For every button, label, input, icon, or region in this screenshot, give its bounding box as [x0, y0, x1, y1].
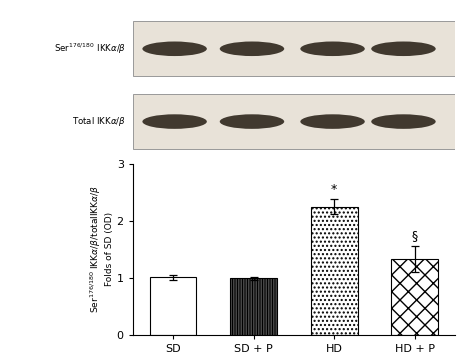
Ellipse shape: [301, 114, 365, 129]
Ellipse shape: [301, 41, 365, 56]
Ellipse shape: [142, 41, 207, 56]
Text: *: *: [331, 183, 337, 196]
Ellipse shape: [371, 41, 436, 56]
Bar: [133, 94, 455, 149]
Text: Total IKK$\alpha$/$\beta$: Total IKK$\alpha$/$\beta$: [72, 115, 126, 128]
Ellipse shape: [220, 114, 284, 129]
Bar: [230, 278, 277, 335]
Bar: [392, 259, 438, 335]
Text: Ser$^{176/180}$ IKK$\alpha$/$\beta$: Ser$^{176/180}$ IKK$\alpha$/$\beta$: [54, 41, 126, 56]
Bar: [133, 21, 455, 76]
Ellipse shape: [142, 114, 207, 129]
Y-axis label: Ser$^{176/180}$ IKK$\alpha$/$\beta$/totalIKK$\alpha$/$\beta$
Folds of SD (OD): Ser$^{176/180}$ IKK$\alpha$/$\beta$/tota…: [89, 185, 114, 313]
Ellipse shape: [371, 114, 436, 129]
Bar: [150, 277, 196, 335]
Bar: [311, 207, 357, 335]
Text: §: §: [411, 229, 418, 242]
Ellipse shape: [220, 41, 284, 56]
